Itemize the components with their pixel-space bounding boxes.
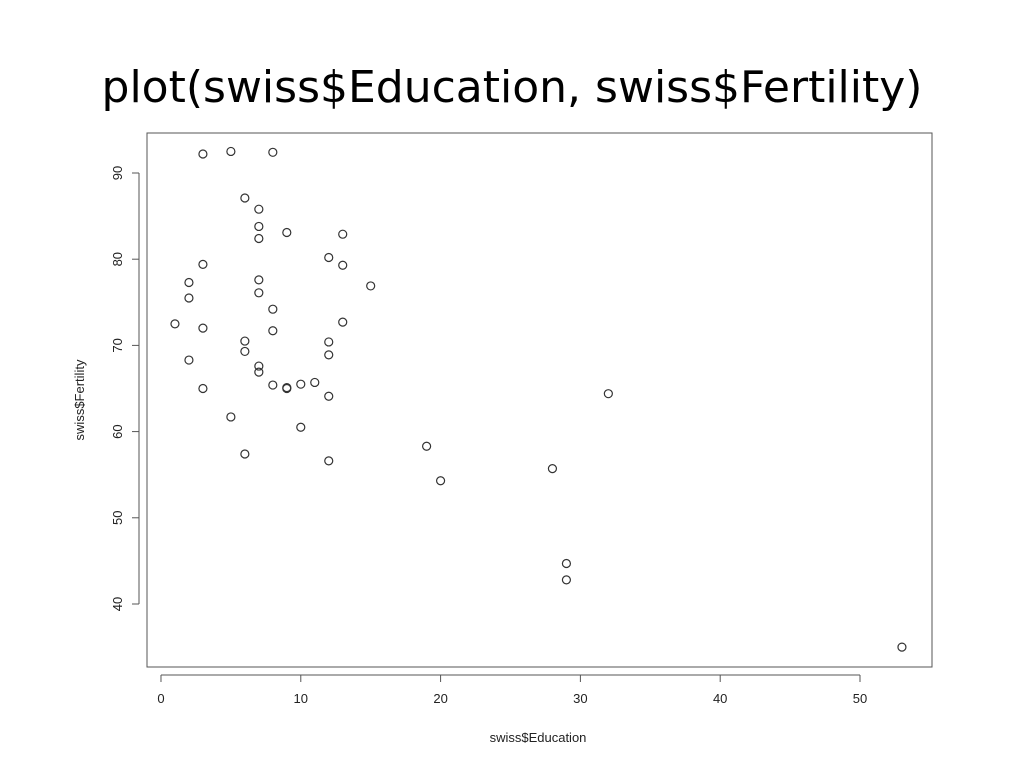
slide-title: plot(swiss$Education, swiss$Fertility): [101, 62, 923, 113]
point: [296, 379, 306, 389]
y-axis-label: swiss$Fertility: [72, 359, 87, 440]
point: [268, 304, 278, 314]
point: [254, 233, 264, 244]
point: [296, 422, 306, 432]
plot-box: [146, 132, 933, 668]
point: [547, 464, 558, 474]
point: [282, 227, 292, 238]
x-axis-label: swiss$Education: [490, 730, 587, 745]
point: [240, 336, 250, 346]
point: [198, 383, 208, 394]
point: [324, 337, 334, 347]
point: [254, 275, 264, 285]
y-tick-label: 90: [110, 166, 125, 180]
point: [324, 252, 334, 263]
x-tick-label: 40: [713, 691, 727, 706]
point: [338, 317, 348, 327]
point: [366, 281, 376, 291]
point: [561, 558, 572, 569]
point: [310, 377, 320, 388]
point: [254, 367, 264, 377]
point: [240, 449, 250, 459]
y-tick-label: 70: [110, 338, 125, 352]
y-tick-label: 50: [110, 511, 125, 525]
point: [254, 221, 264, 232]
point: [240, 193, 250, 203]
point: [198, 149, 208, 159]
point: [603, 389, 613, 399]
point: [422, 441, 432, 451]
x-tick-label: 20: [433, 691, 447, 706]
point: [338, 229, 348, 239]
point: [561, 575, 572, 585]
point: [198, 259, 208, 269]
point: [268, 326, 278, 336]
point: [184, 355, 194, 365]
x-tick-label: 30: [573, 691, 587, 706]
y-tick-label: 60: [110, 424, 125, 438]
point: [435, 476, 446, 486]
point: [184, 293, 194, 303]
point: [268, 147, 278, 157]
point: [324, 350, 334, 360]
point: [282, 383, 292, 394]
point: [254, 288, 264, 298]
point: [254, 361, 264, 371]
point: [254, 204, 264, 214]
point: [184, 277, 194, 288]
point: [324, 391, 334, 401]
x-tick-label: 50: [853, 691, 867, 706]
point: [198, 323, 208, 333]
point: [268, 380, 278, 390]
point: [338, 260, 348, 270]
point: [170, 319, 180, 329]
y-tick-label: 80: [110, 252, 125, 266]
x-tick-label: 0: [157, 691, 164, 706]
point: [897, 642, 907, 652]
point: [226, 146, 236, 157]
point: [226, 412, 236, 422]
point: [324, 456, 334, 466]
y-tick-label: 40: [110, 597, 125, 611]
point: [240, 346, 250, 357]
x-tick-label: 10: [294, 691, 308, 706]
